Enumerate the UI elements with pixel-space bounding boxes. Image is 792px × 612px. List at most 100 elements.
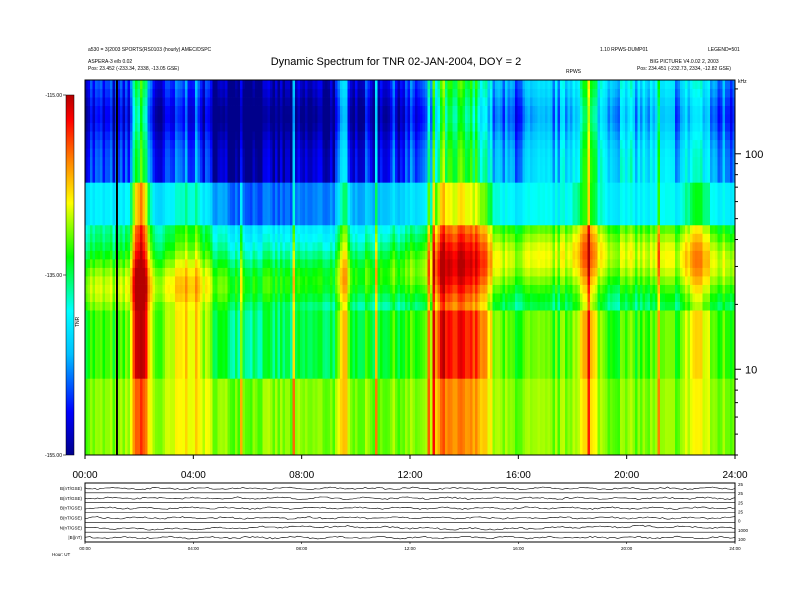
heatmap-cell [340,437,343,447]
heatmap-cell [300,310,303,320]
heatmap-cell [342,284,346,294]
heatmap-cell [280,361,283,371]
heatmap-cell [232,233,236,243]
heatmap-cell [205,173,208,183]
heatmap-cell [327,97,331,106]
heatmap-cell [145,310,148,320]
heatmap-cell [145,122,148,132]
heatmap-cell [182,207,186,217]
heatmap-cell [122,216,126,226]
heatmap-cell [187,224,191,234]
heatmap-cell [265,386,268,396]
heatmap-cell [295,114,298,124]
heatmap-cell [175,437,178,447]
heatmap-cell [90,429,93,439]
heatmap-cell [210,224,213,234]
heatmap-cell [185,88,188,98]
heatmap-cell [250,446,253,456]
heatmap-cell [240,224,243,234]
heatmap-cell [350,241,353,251]
heatmap-cell [157,301,161,311]
heatmap-cell [152,139,156,149]
heatmap-cell [180,276,183,285]
heatmap-cell [147,207,151,217]
heatmap-cell [105,122,108,132]
heatmap-cell [292,284,296,294]
heatmap-cell [245,437,248,447]
heatmap-cell [192,156,196,166]
heatmap-cell [307,335,311,345]
heatmap-cell [167,412,171,422]
heatmap-cell [345,131,348,141]
heatmap-cell [185,301,188,311]
header-left-line3: Pos: 23.452 (-233.34, 2338, -13.05 GSE) [88,66,180,72]
heatmap-cell [327,352,331,362]
heatmap-cell [207,276,211,285]
heatmap-cell [332,105,336,115]
heatmap-cell [137,97,141,106]
heatmap-cell [92,216,96,226]
heatmap-cell [107,276,111,285]
heatmap-cell [195,165,198,175]
heatmap-cell [137,207,141,217]
heatmap-cell [162,250,166,260]
heatmap-cell [285,437,288,447]
heatmap-cell [352,395,356,405]
heatmap-cell [102,139,106,149]
heatmap-cell [102,173,106,183]
heatmap-cell [220,97,223,106]
heatmap-cell [147,412,151,422]
heatmap-cell [135,88,138,98]
heatmap-cell [192,344,196,354]
heatmap-cell [142,437,146,447]
heatmap-cell [185,420,188,430]
heatmap-cell [95,437,98,447]
heatmap-cell [187,412,191,422]
heatmap-cell [352,352,356,362]
heatmap-cell [320,276,323,285]
heatmap-cell [367,437,371,447]
heatmap-cell [225,284,228,294]
heatmap-cell [192,250,196,260]
heatmap-cell [130,173,133,183]
heatmap-cell [175,97,178,106]
heatmap-cell [340,122,343,132]
heatmap-cell [365,276,368,285]
heatmap-cell [277,207,281,217]
heatmap-cell [157,335,161,345]
heatmap-cell [212,97,216,106]
heatmap-cell [140,80,143,89]
heatmap-cell [307,420,311,430]
heatmap-cell [242,318,246,328]
heatmap-cell [125,122,128,132]
heatmap-cell [272,301,276,311]
heatmap-cell [87,114,91,124]
heatmap-cell [100,88,103,98]
heatmap-cell [120,80,123,89]
heatmap-cell [125,420,128,430]
heatmap-cell [287,165,291,175]
heatmap-cell [232,97,236,106]
heatmap-cell [272,344,276,354]
heatmap-cell [132,327,136,337]
heatmap-cell [307,310,311,320]
heatmap-cell [215,173,218,183]
heatmap-cell [112,216,116,226]
heatmap-cell [172,301,176,311]
heatmap-cell [195,395,198,405]
heatmap-cell [177,327,181,337]
heatmap-cell [172,318,176,328]
heatmap-cell [317,378,321,388]
heatmap-cell [252,437,256,447]
heatmap-cell [257,310,261,320]
heatmap-cell [295,156,298,166]
heatmap-cell [217,344,221,354]
heatmap-cell [285,88,288,98]
heatmap-cell [212,352,216,362]
heatmap-cell [277,310,281,320]
heatmap-cell [182,148,186,158]
heatmap-cell [320,395,323,405]
heatmap-cell [352,139,356,149]
heatmap-cell [335,420,338,430]
heatmap-cell [195,182,198,192]
